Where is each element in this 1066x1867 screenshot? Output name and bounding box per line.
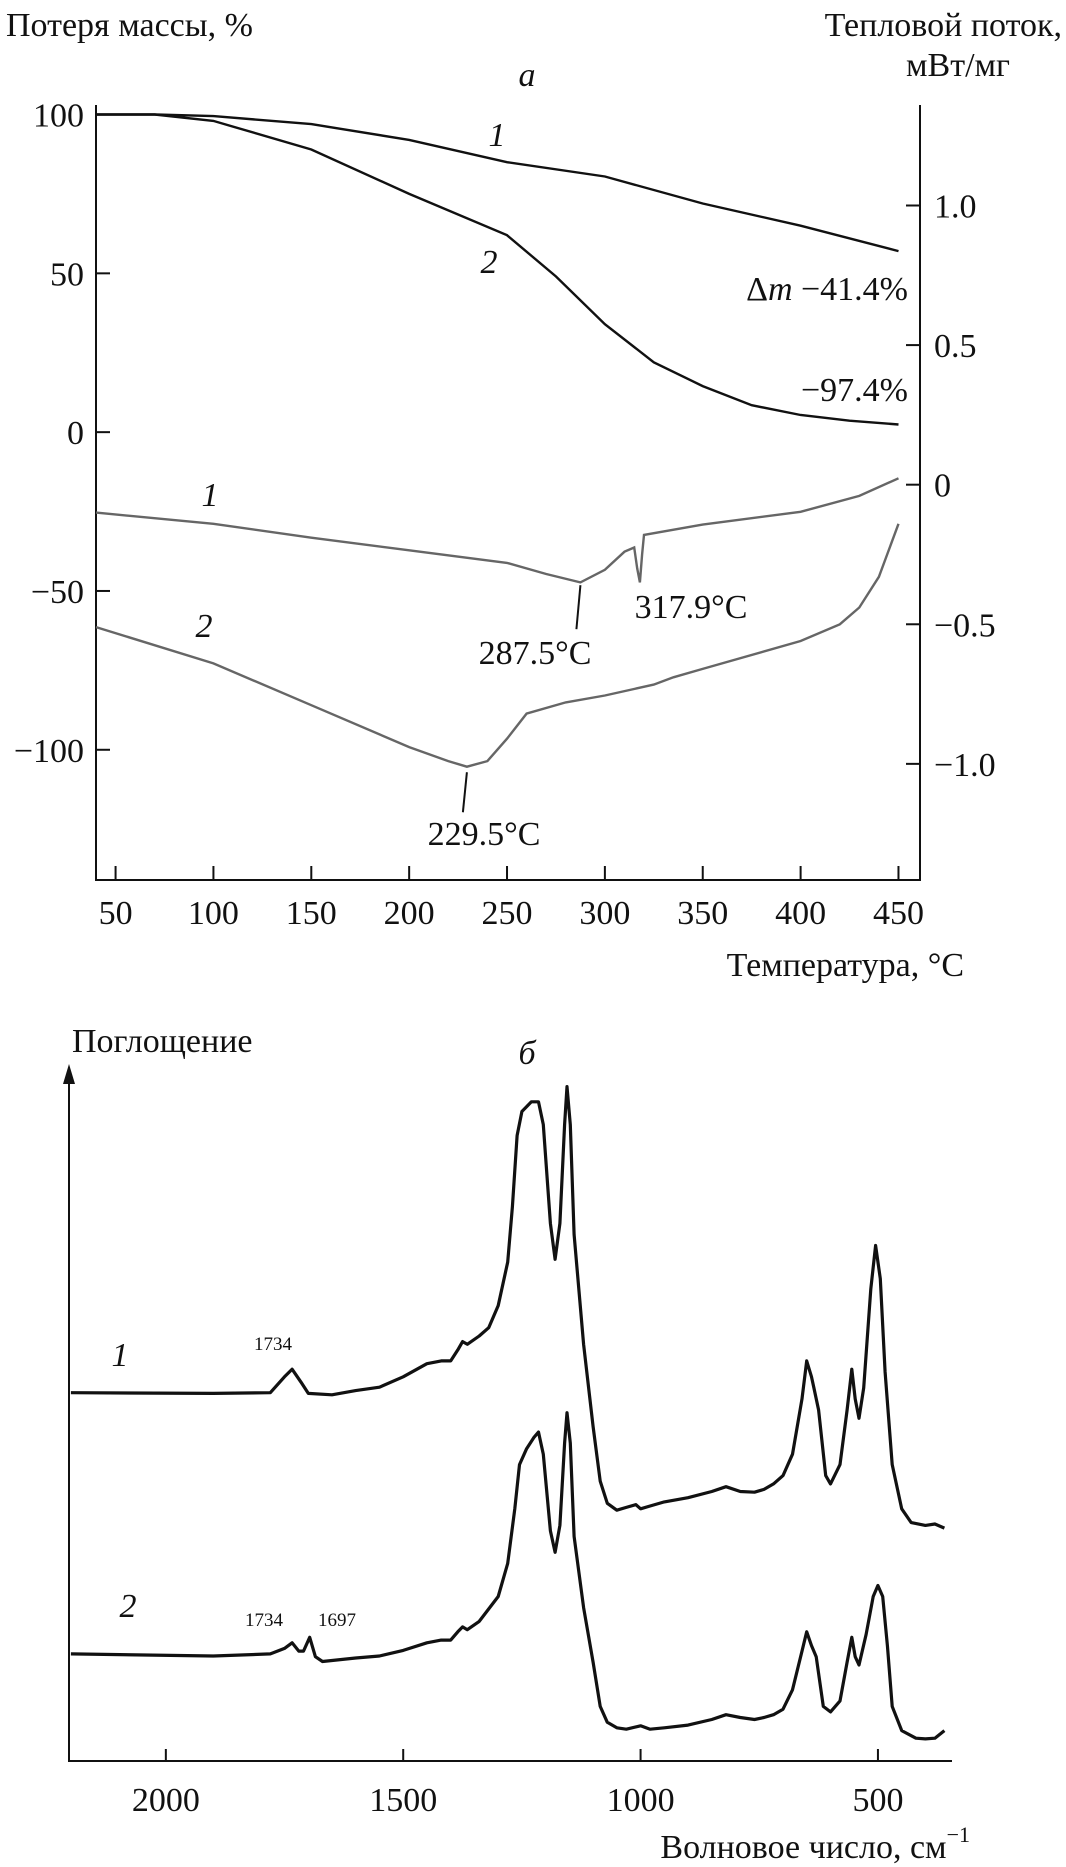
y-right-axis-title-line1: Тепловой поток, [825, 7, 1062, 44]
y-left-axis-title: Потеря массы, % [6, 7, 253, 44]
axes-frame [68, 1080, 952, 1762]
y-right-tick-label: 0 [934, 468, 951, 505]
y-right-tick-label: −0.5 [934, 607, 996, 644]
y-left-tick-label: 100 [33, 98, 84, 135]
peak-229-label: 229.5°C [428, 816, 541, 853]
x-tick-label: 50 [99, 895, 133, 932]
peak-287-label: 287.5°C [479, 635, 592, 672]
y-right-tick-label: −1.0 [934, 747, 996, 784]
peak-287-leader [575, 585, 582, 630]
y-right-tick-label: 1.0 [934, 189, 977, 226]
x-tick-label: 350 [677, 895, 728, 932]
x-tick-label: 1500 [369, 1782, 437, 1819]
spectrum-1-peak-1734-label: 1734 [254, 1334, 293, 1355]
panel-label-b: б [518, 1035, 537, 1072]
y-axis-arrow-icon [63, 1064, 75, 1084]
y-axis-title: Поглощение [72, 1023, 253, 1060]
x-axis-title-text: Волновое число, см [660, 1829, 946, 1866]
series-dsc-2-line [95, 523, 900, 768]
mass-variable: m [768, 271, 793, 308]
x-tick-label: 1000 [607, 1782, 675, 1819]
dsc-curve-1-label: 1 [202, 477, 219, 514]
peak-229-leader [461, 772, 468, 813]
delta-symbol: Δ [746, 271, 768, 308]
y-left-tick-label: −50 [31, 574, 84, 611]
x-tick-label: 150 [286, 895, 337, 932]
spectrum-1-line [70, 1085, 946, 1530]
x-tick-label: 2000 [132, 1782, 200, 1819]
spectrum-1-label: 1 [112, 1337, 129, 1374]
series-tg-1-line [96, 113, 899, 253]
x-axis-title: Температура, °C [727, 947, 964, 984]
axes-frame [95, 105, 921, 881]
x-tick-label: 200 [384, 895, 435, 932]
panel-a-tga-dsc: Δm −41.4% [95, 105, 921, 881]
spectrum-2-line [70, 1411, 946, 1741]
series-dsc-1-line [95, 477, 899, 584]
y-left-tick-label: 50 [50, 256, 84, 293]
mass-loss-1-annotation: Δm −41.4% [746, 271, 908, 308]
y-right-tick-label: 0.5 [934, 328, 977, 365]
panel-b-ir-spectra: Волновое число, см−1 [63, 1064, 970, 1866]
spectrum-2-peak-1734-label: 1734 [245, 1610, 284, 1631]
panel-label-a: а [519, 57, 536, 94]
x-tick-label: 450 [873, 895, 924, 932]
x-tick-label: 100 [188, 895, 239, 932]
y-left-tick-label: −100 [14, 733, 84, 770]
x-axis-title: Волновое число, см−1 [660, 1822, 970, 1866]
peak-317-label: 317.9°C [635, 589, 748, 626]
tg-curve-2-label: 2 [481, 244, 498, 281]
x-tick-label: 500 [852, 1782, 903, 1819]
x-tick-label: 250 [482, 895, 533, 932]
series-tg-2-line [96, 113, 899, 426]
x-tick-label: 300 [579, 895, 630, 932]
x-axis-title-superscript: −1 [947, 1822, 970, 1847]
y-left-tick-label: 0 [67, 415, 84, 452]
mass-loss-1-value: −41.4% [793, 271, 909, 308]
mass-loss-2-annotation: −97.4% [801, 372, 908, 409]
y-right-axis-title-line2: мВт/мг [906, 47, 1010, 84]
x-tick-label: 400 [775, 895, 826, 932]
dsc-curve-2-label: 2 [196, 608, 213, 645]
spectrum-2-peak-1697-label: 1697 [318, 1610, 356, 1631]
tg-curve-1-label: 1 [489, 117, 506, 154]
spectrum-2-label: 2 [120, 1588, 137, 1625]
